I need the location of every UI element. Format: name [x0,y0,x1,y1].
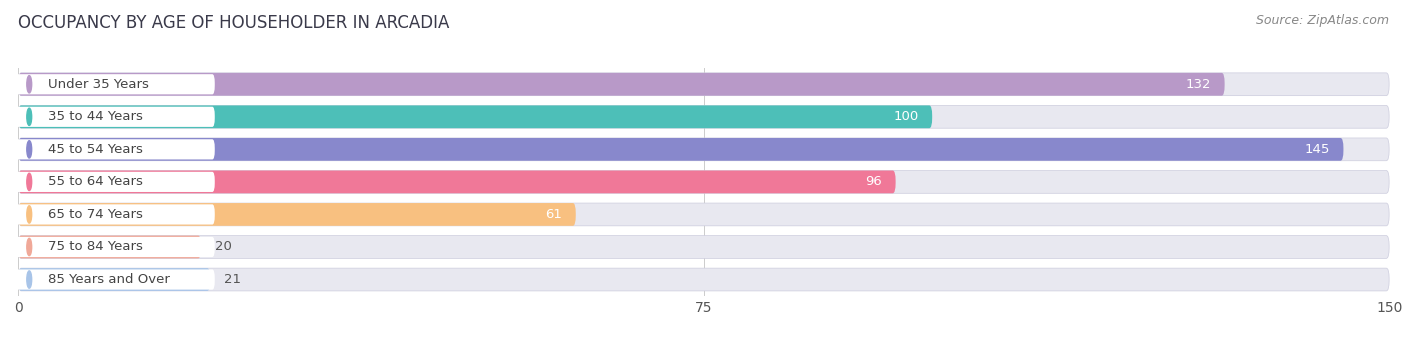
Text: Under 35 Years: Under 35 Years [48,78,149,91]
FancyBboxPatch shape [14,204,215,224]
FancyBboxPatch shape [18,203,576,226]
FancyBboxPatch shape [18,73,1225,96]
FancyBboxPatch shape [18,105,932,128]
Text: 61: 61 [546,208,562,221]
Text: 20: 20 [215,240,232,254]
FancyBboxPatch shape [18,268,1389,291]
Text: OCCUPANCY BY AGE OF HOUSEHOLDER IN ARCADIA: OCCUPANCY BY AGE OF HOUSEHOLDER IN ARCAD… [18,14,450,32]
Circle shape [27,75,32,93]
Text: 35 to 44 Years: 35 to 44 Years [48,110,142,123]
FancyBboxPatch shape [14,107,215,127]
FancyBboxPatch shape [14,269,215,290]
Text: 75 to 84 Years: 75 to 84 Years [48,240,142,254]
FancyBboxPatch shape [18,236,1389,258]
FancyBboxPatch shape [18,268,211,291]
Circle shape [27,206,32,223]
FancyBboxPatch shape [14,74,215,95]
FancyBboxPatch shape [18,203,1389,226]
FancyBboxPatch shape [18,138,1344,161]
FancyBboxPatch shape [14,172,215,192]
Text: 85 Years and Over: 85 Years and Over [48,273,169,286]
Text: 100: 100 [893,110,918,123]
Text: 145: 145 [1305,143,1330,156]
Text: 55 to 64 Years: 55 to 64 Years [48,175,142,188]
Text: 45 to 54 Years: 45 to 54 Years [48,143,142,156]
FancyBboxPatch shape [18,171,1389,193]
Text: 21: 21 [224,273,240,286]
Text: Source: ZipAtlas.com: Source: ZipAtlas.com [1256,14,1389,27]
Text: 132: 132 [1185,78,1211,91]
FancyBboxPatch shape [14,237,215,257]
Circle shape [27,271,32,288]
Text: 65 to 74 Years: 65 to 74 Years [48,208,142,221]
FancyBboxPatch shape [18,73,1389,96]
Circle shape [27,108,32,125]
Circle shape [27,173,32,190]
FancyBboxPatch shape [18,236,201,258]
Text: 96: 96 [865,175,882,188]
Circle shape [27,238,32,256]
FancyBboxPatch shape [18,138,1389,161]
FancyBboxPatch shape [18,171,896,193]
FancyBboxPatch shape [14,139,215,159]
Circle shape [27,141,32,158]
FancyBboxPatch shape [18,105,1389,128]
